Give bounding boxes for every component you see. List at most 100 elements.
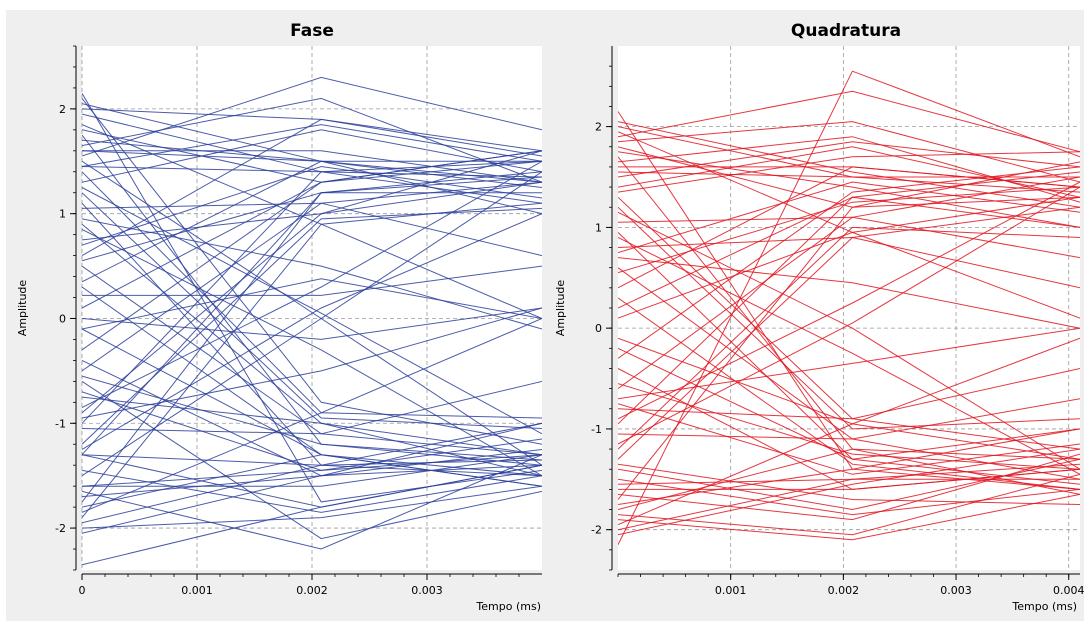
- y-tick-label: -2: [591, 524, 602, 537]
- trace-line: [82, 307, 542, 340]
- y-axis-label-fase: Amplitude: [16, 280, 29, 337]
- trace-line: [82, 286, 542, 487]
- trace-line: [618, 90, 1080, 153]
- trace-line: [618, 151, 1080, 193]
- trace-line: [82, 485, 542, 529]
- trace-line: [618, 383, 1080, 470]
- trace-line: [82, 202, 542, 257]
- trace-line: [618, 206, 1080, 430]
- trace-line: [82, 454, 542, 487]
- trace-line: [82, 134, 542, 466]
- y-tick-label: 1: [595, 221, 602, 234]
- trace-line: [82, 124, 542, 319]
- trace-line: [618, 463, 1080, 505]
- y-tick-label: -1: [55, 417, 66, 430]
- trace-line: [82, 380, 542, 540]
- ticks-fase: 2 1 0 -1 -2 0 0.001 0.002 0.003: [55, 45, 520, 597]
- trace-line: [618, 166, 1080, 359]
- traces-fase: [82, 76, 542, 566]
- trace-line: [82, 150, 542, 351]
- trace-line: [618, 141, 1080, 178]
- trace-line: [618, 186, 1080, 445]
- trace-line: [82, 278, 542, 330]
- trace-line: [82, 165, 542, 246]
- trace-line: [618, 478, 1080, 516]
- trace-line: [618, 493, 1080, 541]
- trace-line: [82, 380, 542, 435]
- trace-line: [618, 196, 1080, 319]
- y-tick-label: 1: [59, 208, 66, 221]
- x-tick-label: 0.001: [715, 584, 747, 597]
- y-tick-label: 0: [59, 312, 66, 325]
- trace-line: [82, 202, 542, 466]
- chart-quadratura: 2 1 0 -1 -2 0.001 0.002 0.003 0.004 Quadratura A…: [554, 21, 1084, 613]
- x-tick-label: 0.002: [296, 584, 328, 597]
- trace-line: [618, 403, 1080, 475]
- trace-line: [618, 181, 1080, 420]
- chart-title-quadratura: Quadratura: [791, 21, 901, 41]
- trace-line: [618, 121, 1080, 208]
- trace-line: [82, 171, 542, 503]
- trace-line: [618, 186, 1080, 274]
- trace-line: [618, 297, 1080, 490]
- trace-line: [82, 129, 542, 183]
- chart-title-fase: Fase: [290, 21, 334, 41]
- trace-line: [618, 216, 1080, 259]
- trace-line: [82, 318, 542, 513]
- trace-line: [82, 187, 542, 435]
- y-tick-label: 2: [59, 103, 66, 116]
- y-axis-label-quadratura: Amplitude: [554, 280, 567, 337]
- trace-line: [618, 237, 1080, 475]
- trace-line: [618, 428, 1080, 505]
- trace-line: [82, 469, 542, 513]
- y-tick-label: -1: [591, 423, 602, 436]
- trace-line: [618, 478, 1080, 531]
- trace-line: [618, 196, 1080, 500]
- trace-line: [618, 448, 1080, 536]
- x-tick-label: 0: [79, 584, 86, 597]
- y-tick-label: 0: [595, 322, 602, 335]
- trace-line: [618, 156, 1080, 460]
- x-axis-label-fase: Tempo (ms): [475, 600, 541, 613]
- traces-quadratura: [618, 70, 1080, 546]
- trace-line: [82, 207, 542, 445]
- trace-line: [618, 126, 1080, 178]
- trace-line: [618, 473, 1080, 536]
- trace-line: [618, 368, 1080, 420]
- trace-line: [82, 218, 542, 330]
- trace-line: [82, 108, 542, 152]
- x-tick-label: 0.001: [181, 584, 213, 597]
- trace-line: [618, 337, 1080, 460]
- trace-line: [618, 151, 1080, 228]
- x-tick-label: 0.002: [828, 584, 860, 597]
- trace-line: [82, 454, 542, 508]
- trace-line: [82, 160, 542, 409]
- trace-line: [618, 166, 1080, 188]
- trace-line: [82, 150, 542, 183]
- trace-line: [618, 181, 1080, 254]
- y-tick-label: 2: [595, 121, 602, 134]
- trace-line: [82, 391, 542, 471]
- x-tick-label: 0.003: [940, 584, 972, 597]
- y-tick-label: -2: [55, 522, 66, 535]
- x-axis-label-quadratura: Tempo (ms): [1011, 600, 1077, 613]
- trace-line: [618, 327, 1080, 400]
- trace-line: [618, 257, 1080, 329]
- x-tick-label: 0.004: [1053, 584, 1084, 597]
- trace-line: [82, 265, 542, 296]
- trace-line: [618, 398, 1080, 440]
- trace-line: [618, 226, 1080, 450]
- chart-fase: 2 1 0 -1 -2 0 0.001 0.002 0.003 Fase Amplitude T…: [16, 21, 542, 613]
- trace-line: [618, 468, 1080, 490]
- trace-line: [82, 97, 542, 183]
- trace-line: [82, 124, 542, 167]
- trace-line: [82, 171, 542, 424]
- trace-line: [618, 121, 1080, 183]
- trace-line: [82, 171, 542, 477]
- trace-line: [82, 98, 542, 445]
- x-tick-label: 0.003: [411, 584, 443, 597]
- trace-line: [82, 454, 542, 550]
- trace-line: [82, 228, 542, 477]
- trace-line: [82, 307, 542, 419]
